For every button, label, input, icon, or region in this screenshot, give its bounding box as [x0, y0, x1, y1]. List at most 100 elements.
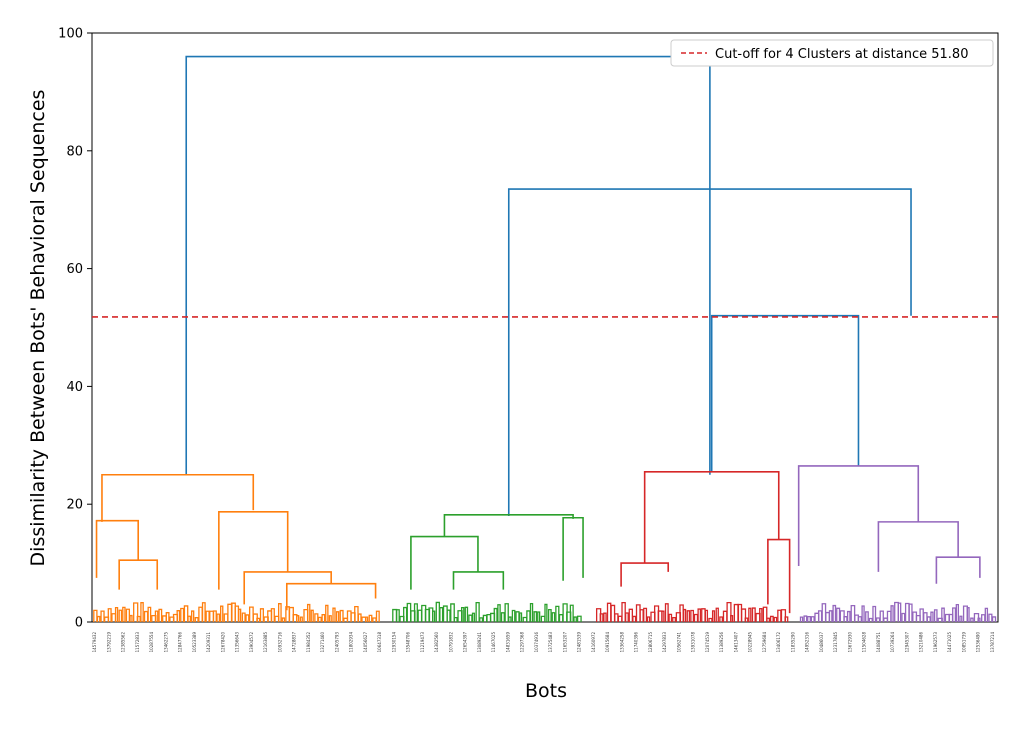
leaf-link-orange: [234, 605, 240, 622]
leaf-label: 14579432: [92, 632, 97, 653]
leaf-link-orange: [140, 602, 144, 622]
leaf-link-purple: [890, 605, 894, 622]
leaf-link-red: [740, 608, 747, 622]
leaf-link-orange: [96, 615, 101, 622]
leaf-link-purple: [843, 616, 848, 622]
leaf-link-orange: [248, 606, 254, 622]
plot-frame: [91, 32, 999, 623]
leaf-label: 12405793: [334, 632, 339, 653]
leaf-link-red: [632, 615, 637, 622]
leaf-link-green: [413, 603, 418, 622]
leaf-link-red: [672, 616, 677, 622]
leaf-link-red: [719, 616, 724, 622]
leaf-link-green: [558, 614, 564, 622]
leaf-label: 11356643: [235, 632, 240, 653]
y-axis-title: Dissimilarity Between Bots' Behavioral S…: [27, 90, 49, 567]
plot-area: [91, 32, 999, 623]
leaf-link-purple: [875, 617, 881, 622]
leaf-link-green: [432, 610, 436, 622]
leaf-link-orange: [180, 607, 185, 622]
leaf-link-red: [682, 608, 687, 622]
leaf-link-orange: [154, 610, 159, 622]
leaf-link-orange: [100, 610, 105, 622]
leaf-link-orange: [296, 615, 300, 622]
leaf-link-purple: [981, 614, 986, 622]
leaf-label: 11802934: [349, 632, 354, 653]
leaf-link-orange: [136, 615, 141, 622]
leaf-link-green: [500, 612, 505, 622]
legend-box: [670, 39, 994, 67]
leaf-link-green: [482, 614, 488, 622]
leaf-link-purple: [868, 617, 873, 622]
leaf-link-orange: [147, 606, 152, 622]
leaf-link-orange: [314, 613, 319, 622]
leaf-link-orange: [143, 610, 149, 622]
leaf-link-green: [511, 609, 516, 622]
leaf-label: 12317845: [833, 632, 838, 653]
leaf-label: 10915684: [605, 632, 610, 653]
leaf-link-red: [784, 616, 789, 622]
y-tick-label-80: 80: [66, 144, 83, 159]
leaf-link-green: [395, 609, 400, 622]
leaf-link-purple: [966, 607, 970, 622]
leaf-label: 14088751: [876, 632, 881, 653]
leaf-link-red: [730, 615, 734, 622]
leaf-link-purple: [948, 613, 954, 622]
leaf-link-green: [439, 607, 444, 622]
leaf-link-red: [722, 610, 728, 622]
leaf-label: 14728837: [292, 632, 297, 653]
leaf-link-purple: [959, 615, 963, 622]
leaf-link-purple: [908, 603, 913, 622]
leaf-link-purple: [879, 610, 884, 622]
leaf-link-orange: [220, 605, 224, 622]
leaf-link-red: [646, 616, 651, 622]
leaf-link-green: [508, 616, 512, 622]
leaf-label: 11389256: [719, 632, 724, 653]
y-tick-label-100: 100: [58, 27, 83, 42]
leaf-link-purple: [919, 608, 924, 622]
leaf-link-orange: [306, 603, 311, 622]
leaf-label: 13792219: [106, 632, 111, 653]
leaf-link-red: [621, 601, 626, 622]
leaf-link-purple: [941, 607, 945, 622]
y-tick-label-40: 40: [66, 380, 83, 395]
legend-cutoff-label: Cut-off for 4 Clusters at distance 51.80: [715, 47, 968, 62]
leaf-label: 10287554: [149, 632, 154, 653]
leaf-link-orange: [107, 608, 112, 622]
leaf-link-red: [599, 613, 604, 622]
leaf-link-red: [726, 601, 732, 622]
dendrogram-link-15: [767, 538, 791, 614]
leaf-label: 14613407: [733, 632, 738, 653]
leaf-link-red: [664, 603, 669, 622]
leaf-link-red: [780, 609, 787, 622]
leaf-label: 10486037: [819, 632, 824, 653]
leaf-link-green: [518, 612, 523, 622]
leaf-link-green: [544, 603, 548, 622]
dendrogram-link-0: [185, 55, 711, 475]
leaf-link-orange: [201, 602, 206, 622]
leaf-link-green: [450, 603, 455, 622]
y-axis: 0 20 40 60 80 100: [58, 27, 92, 631]
leaf-label: 12654397: [463, 632, 468, 653]
leaf-link-red: [603, 612, 607, 622]
dendrogram-link-11: [452, 571, 505, 590]
leaf-link-red: [762, 606, 768, 622]
leaf-label: 10374916: [534, 632, 539, 653]
leaf-label: 12678420: [220, 632, 225, 653]
leaf-link-orange: [176, 610, 181, 622]
leaf-link-red: [635, 604, 641, 622]
leaf-link-red: [711, 610, 716, 622]
leaf-link-orange: [256, 617, 261, 622]
leaf-link-orange: [129, 614, 133, 622]
leaf-link-green: [526, 610, 531, 622]
leaf-link-orange: [354, 605, 359, 622]
leaf-link-red: [624, 612, 629, 622]
dendrogram-link-17: [877, 521, 959, 572]
leaf-link-green: [555, 605, 560, 622]
leaf-link-orange: [245, 614, 250, 622]
leaf-label: 12847766: [178, 632, 183, 653]
leaf-link-orange: [125, 608, 130, 622]
leaf-link-purple: [952, 607, 957, 622]
leaf-link-red: [606, 602, 612, 622]
